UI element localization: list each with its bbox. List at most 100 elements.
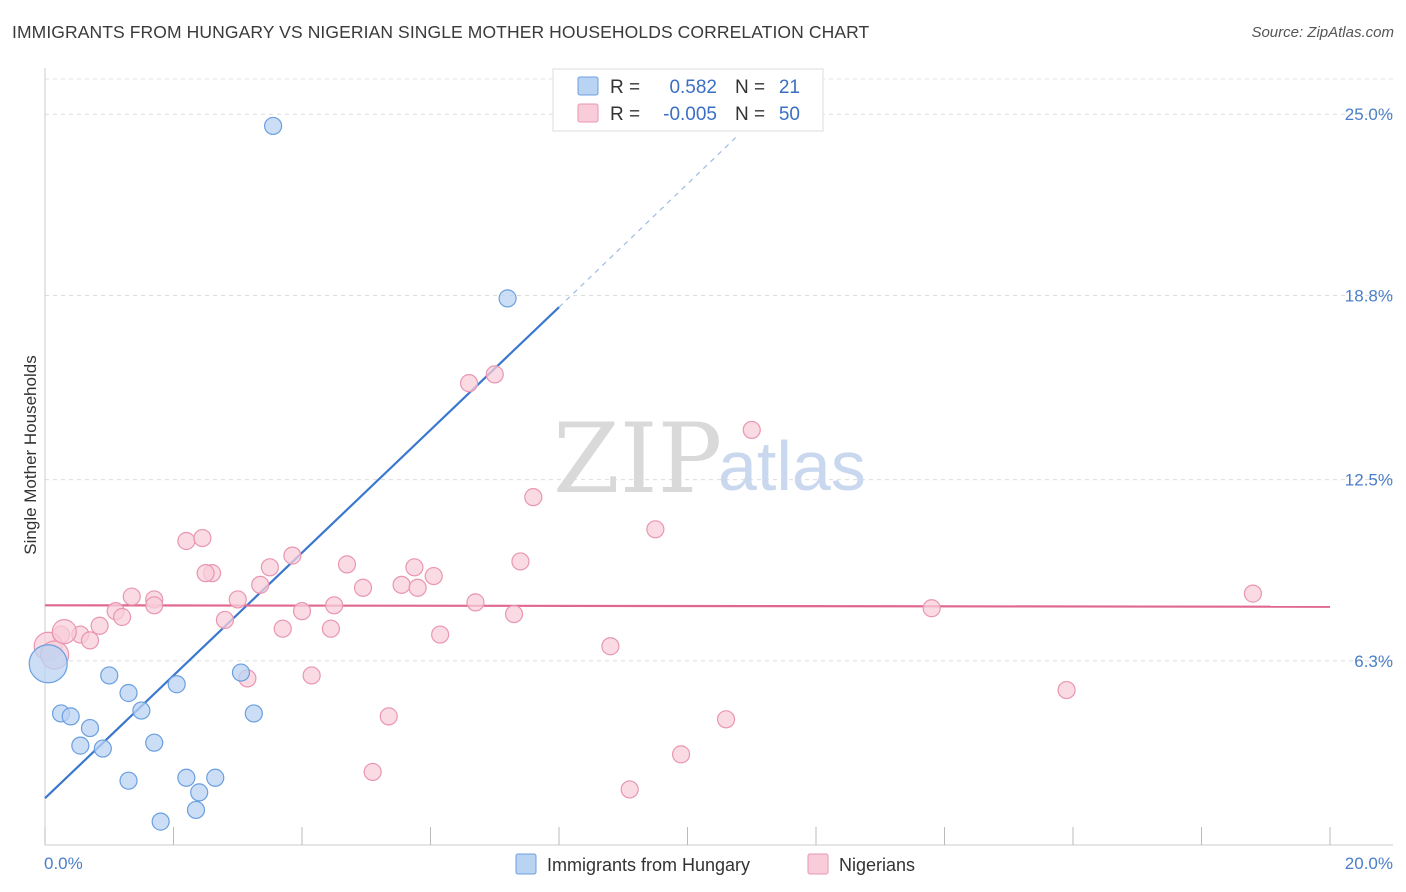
point-nigerians — [177, 531, 196, 551]
legend-n-label-nigerians: N = — [735, 104, 765, 125]
point-hungary — [151, 812, 170, 831]
point-hungary — [145, 733, 164, 752]
point-nigerians — [273, 619, 292, 638]
point-nigerians — [485, 365, 504, 384]
point-nigerians — [424, 566, 443, 586]
legend-n-value-hungary: 21 — [779, 77, 800, 98]
watermark-atlas: atlas — [718, 427, 866, 505]
point-nigerians — [215, 610, 234, 630]
point-nigerians — [260, 558, 279, 577]
y-axis-label: Single Mother Households — [21, 355, 40, 554]
x-tick-label: 20.0% — [1345, 854, 1393, 873]
legend-r-label-nigerians: R = — [610, 104, 640, 125]
y-tick-labels: 6.3% 12.5% 18.8% 25.0% — [1345, 105, 1393, 671]
legend-swatch-hungary — [577, 76, 599, 96]
trend-line-hungary-extension — [558, 137, 737, 308]
point-nigerians — [620, 780, 639, 799]
legend-n-label-hungary: N = — [735, 77, 765, 98]
legend-swatch-nigerians — [577, 103, 599, 123]
point-nigerians — [325, 596, 344, 615]
point-hungary — [132, 701, 151, 720]
point-nigerians — [511, 552, 530, 571]
point-nigerians — [363, 762, 382, 782]
point-nigerians — [302, 666, 321, 685]
point-hungary — [244, 704, 263, 723]
point-nigerians — [671, 745, 691, 764]
point-hungary — [28, 644, 68, 684]
point-hungary — [177, 768, 196, 787]
trend-line-hungary — [44, 306, 560, 800]
point-nigerians — [321, 619, 341, 638]
legend-r-value-nigerians: -0.005 — [663, 104, 717, 125]
chart-title: IMMIGRANTS FROM HUNGARY VS NIGERIAN SING… — [12, 22, 870, 42]
point-nigerians — [51, 619, 77, 645]
point-hungary — [206, 768, 225, 787]
point-nigerians — [459, 374, 479, 393]
point-hungary — [231, 663, 251, 682]
point-nigerians — [742, 420, 761, 440]
point-hungary — [190, 783, 209, 802]
point-nigerians — [392, 575, 411, 594]
point-nigerians — [431, 625, 450, 644]
y-tick-label: 6.3% — [1354, 652, 1393, 671]
point-nigerians — [90, 616, 109, 635]
point-nigerians — [408, 578, 427, 597]
point-nigerians — [353, 578, 373, 597]
point-nigerians — [379, 707, 398, 726]
point-nigerians — [466, 593, 485, 612]
series-legend: Immigrants from Hungary Nigerians — [515, 853, 915, 875]
point-nigerians — [122, 587, 141, 606]
point-hungary — [167, 675, 186, 694]
point-hungary — [93, 739, 112, 758]
legend-n-value-nigerians: 50 — [779, 104, 800, 125]
point-hungary — [100, 666, 119, 685]
stats-legend: R = 0.582 N = 21 R = -0.005 N = 50 — [552, 68, 824, 132]
point-nigerians — [337, 555, 357, 574]
x-tick-labels: 0.0% 20.0% — [44, 854, 1393, 873]
series-legend-swatch-hungary — [515, 853, 537, 875]
y-tick-label: 18.8% — [1345, 286, 1393, 305]
axes — [44, 68, 1393, 846]
grid-lines — [45, 78, 1393, 662]
point-hungary — [498, 289, 517, 308]
point-nigerians — [1057, 680, 1076, 700]
point-hungary — [263, 116, 283, 136]
point-nigerians — [922, 599, 941, 618]
x-tick-label: 0.0% — [44, 854, 83, 873]
watermark: ZIP atlas — [553, 403, 866, 515]
source-label: Source: ZipAtlas.com — [1251, 24, 1394, 41]
point-nigerians — [112, 607, 132, 627]
point-nigerians — [1243, 584, 1263, 603]
point-nigerians — [716, 710, 736, 729]
point-nigerians — [405, 558, 424, 577]
point-nigerians — [646, 520, 665, 539]
series-legend-label-nigerians: Nigerians — [839, 855, 915, 875]
point-hungary — [186, 800, 206, 820]
point-nigerians — [80, 631, 100, 650]
point-nigerians — [292, 602, 312, 621]
watermark-zip: ZIP — [553, 403, 722, 515]
point-nigerians — [228, 590, 247, 609]
point-nigerians — [196, 564, 215, 583]
point-nigerians — [524, 488, 543, 507]
data-points — [28, 116, 1263, 831]
series-legend-label-hungary: Immigrants from Hungary — [547, 855, 750, 875]
legend-r-label-hungary: R = — [610, 77, 640, 98]
point-nigerians — [193, 528, 212, 548]
series-legend-swatch-nigerians — [807, 853, 829, 875]
point-nigerians — [601, 637, 620, 656]
point-nigerians — [145, 596, 164, 615]
point-nigerians — [251, 575, 270, 594]
point-hungary — [61, 707, 80, 726]
point-hungary — [80, 718, 100, 738]
point-nigerians — [283, 546, 302, 565]
point-hungary — [119, 771, 138, 790]
y-tick-label: 12.5% — [1345, 471, 1393, 490]
legend-r-value-hungary: 0.582 — [669, 77, 717, 98]
point-nigerians — [504, 604, 524, 624]
trend-line-nigerians — [44, 604, 1331, 608]
y-tick-label: 25.0% — [1345, 105, 1393, 124]
point-hungary — [119, 683, 138, 703]
point-hungary — [71, 736, 90, 755]
